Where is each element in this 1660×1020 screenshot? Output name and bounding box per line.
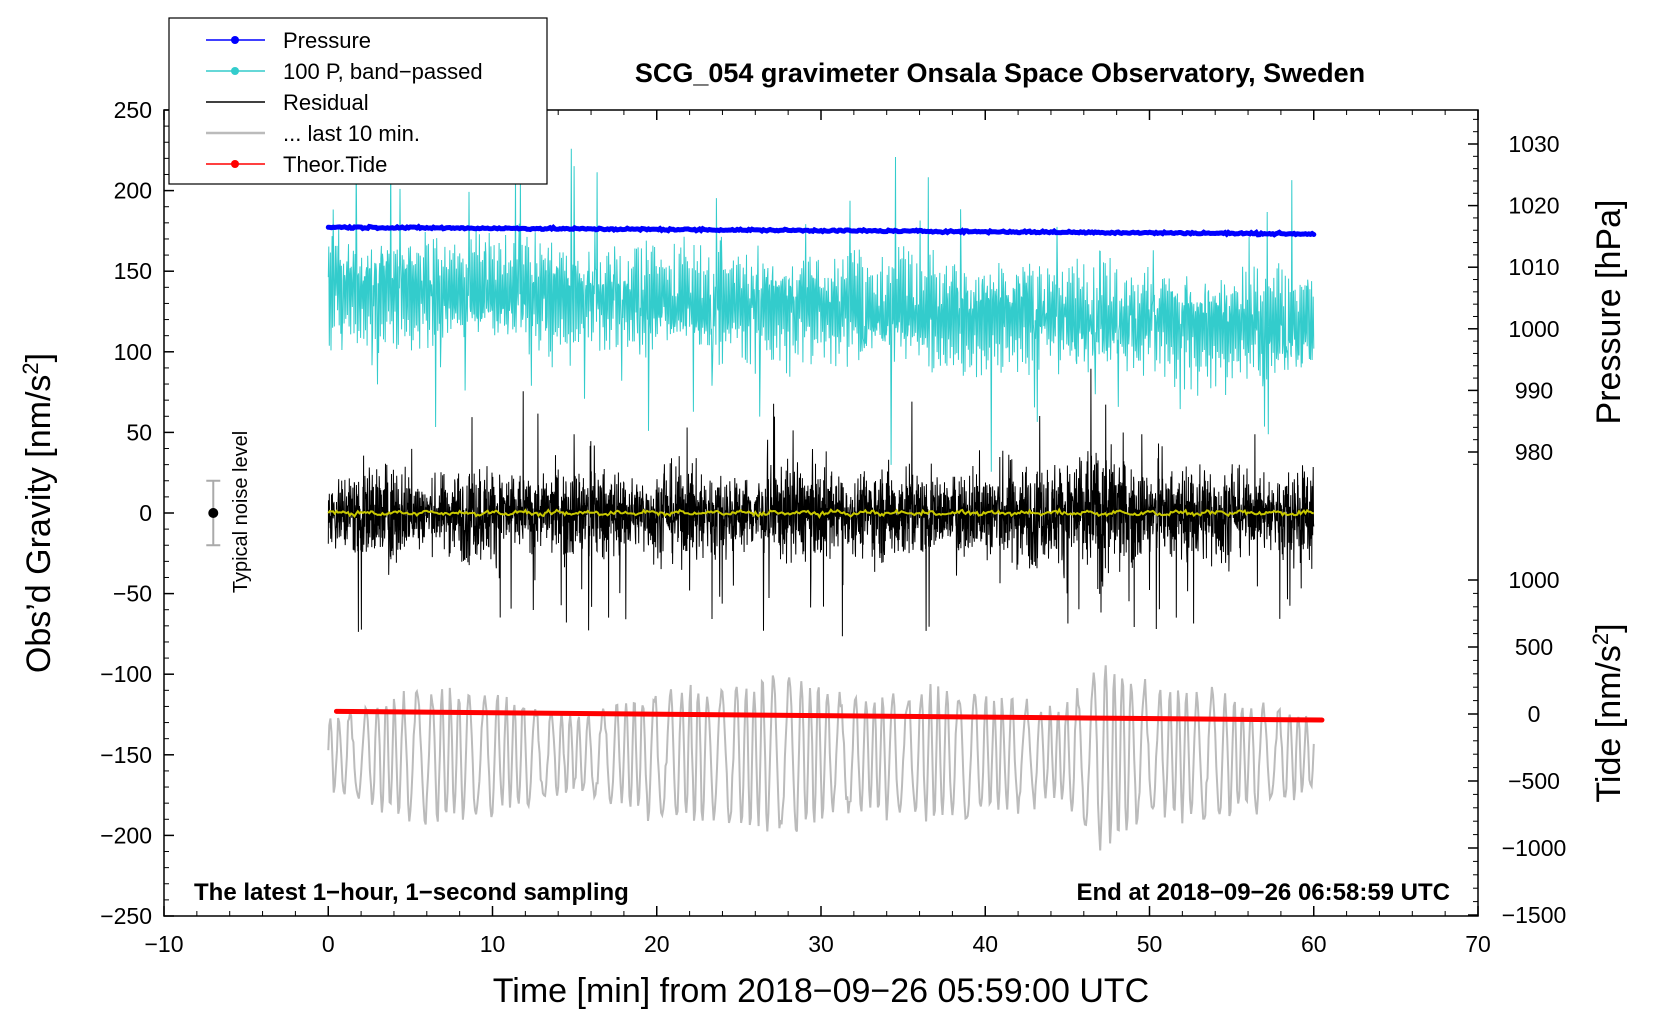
series-group	[325, 148, 1317, 851]
y-axis-label-tide-end: ]	[1590, 623, 1628, 632]
x-tick-label: −10	[144, 931, 183, 957]
noise-level-label: Typical noise level	[230, 431, 252, 593]
y-axis-label-tide-sup: 2	[1588, 633, 1613, 645]
residual-series-line	[327, 368, 1315, 637]
x-tick-label: 50	[1137, 931, 1163, 957]
tide-tick-label: 500	[1515, 634, 1553, 660]
legend-label: Pressure	[283, 28, 371, 53]
x-tick-label: 70	[1465, 931, 1491, 957]
x-tick-label: 20	[644, 931, 670, 957]
pressure-tick-label: 1000	[1508, 316, 1559, 342]
y-axis-label-left: Obs’d Gravity [nm/s2]	[18, 353, 58, 673]
legend-label: Residual	[283, 90, 369, 115]
x-axis-label: Time [min] from 2018−09−26 05:59:00 UTC	[493, 972, 1149, 1010]
y-axis-label-left-end: ]	[20, 353, 58, 362]
tide-series-line	[333, 708, 1325, 723]
y-tick-label: 200	[114, 178, 152, 204]
pressure-series-line	[325, 223, 1317, 238]
y-tick-label: −200	[100, 822, 152, 848]
y-axis-label-tide: Tide [nm/s2]	[1588, 623, 1628, 802]
y-tick-label: −100	[100, 661, 152, 687]
pressure-tick-label: 990	[1515, 377, 1553, 403]
y-tick-label: 50	[126, 419, 152, 445]
legend-box	[168, 17, 548, 185]
x-tick-label: 30	[808, 931, 834, 957]
pressure-tick-label: 980	[1515, 439, 1553, 465]
x-tick-label: 60	[1301, 931, 1327, 957]
annotation-sampling: The latest 1−hour, 1−second sampling	[194, 879, 629, 906]
y-tick-label: 150	[114, 258, 152, 284]
x-tick-label: 40	[972, 931, 998, 957]
tide-tick-label: 0	[1528, 701, 1541, 727]
annotation-end-time: End at 2018−09−26 06:58:59 UTC	[1076, 879, 1450, 906]
y-tick-label: −150	[100, 742, 152, 768]
x-tick-label: 0	[322, 931, 335, 957]
pressure-tick-label: 1030	[1508, 131, 1559, 157]
y-axis-label-tide-main: Tide [nm/s	[1590, 645, 1628, 802]
legend-label: ... last 10 min.	[283, 121, 420, 146]
y-tick-label: −250	[100, 903, 152, 929]
bandpassed-series-line	[327, 148, 1315, 472]
pressure-tick-label: 1020	[1508, 193, 1559, 219]
y-tick-label: 250	[114, 97, 152, 123]
legend: Pressure 100 P, band−passed Residual ... la…	[168, 17, 548, 185]
legend-marker	[231, 160, 239, 168]
tide-tick-label: −1500	[1502, 902, 1567, 928]
y-tick-label: −50	[113, 581, 152, 607]
tide-tick-label: −1000	[1502, 835, 1567, 861]
legend-marker	[231, 67, 239, 75]
noise-bar-point	[208, 508, 219, 518]
legend-label: 100 P, band−passed	[283, 59, 483, 84]
residual-smoothed-line	[327, 507, 1314, 519]
y-axis-label-pressure: Pressure [hPa]	[1590, 200, 1628, 425]
y-tick-label: 0	[139, 500, 152, 526]
tide-tick-label: −500	[1508, 768, 1560, 794]
chart-title: SCG_054 gravimeter Onsala Space Observat…	[635, 58, 1365, 88]
y-axis-label-left-main: Obs’d Gravity [nm/s	[20, 375, 58, 674]
last-10-min-series-line	[327, 665, 1315, 851]
pressure-tick-label: 1010	[1508, 254, 1559, 280]
y-tick-label: 100	[114, 339, 152, 365]
tide-tick-label: 1000	[1508, 567, 1559, 593]
legend-marker	[231, 36, 239, 44]
y-axis-label-left-sup: 2	[18, 362, 43, 374]
legend-label: Theor.Tide	[283, 152, 387, 177]
x-tick-label: 10	[480, 931, 506, 957]
